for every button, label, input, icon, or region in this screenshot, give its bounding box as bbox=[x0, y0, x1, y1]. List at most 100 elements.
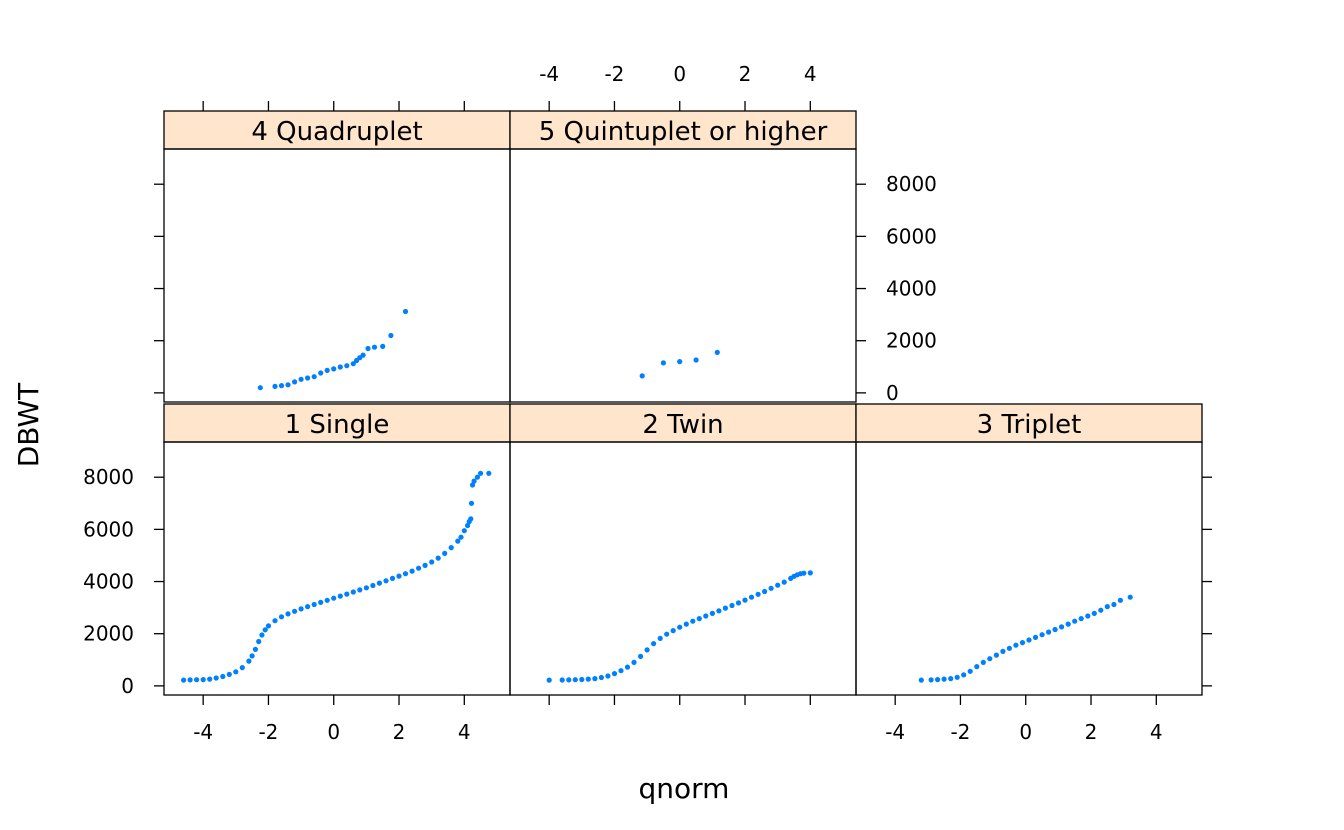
point-3-triplet-10 bbox=[987, 656, 993, 662]
point-2-twin-9 bbox=[611, 671, 618, 677]
y-tick-label: 2000 bbox=[83, 622, 134, 646]
point-2-twin-7 bbox=[598, 674, 605, 681]
point-3-triplet-13 bbox=[1006, 645, 1013, 651]
x-tick-label: -4 bbox=[193, 720, 213, 744]
point-3-triplet-24 bbox=[1078, 616, 1084, 622]
point-2-twin-28 bbox=[735, 600, 742, 606]
y-tick-label: 0 bbox=[121, 674, 134, 698]
point-3-triplet-19 bbox=[1046, 629, 1052, 635]
x-tick-label: 2 bbox=[393, 720, 406, 744]
point-1-single-25 bbox=[324, 597, 330, 603]
panels-layer: 1 Single 2 Twin 3 Triplet 4 Quadruplet 5 Qui… bbox=[163, 110, 1203, 696]
x-tick-label: 4 bbox=[804, 62, 817, 86]
point-2-twin-31 bbox=[755, 591, 761, 597]
point-3-triplet-18 bbox=[1039, 632, 1045, 638]
point-1-single-36 bbox=[396, 573, 402, 579]
point-1-single-23 bbox=[311, 601, 317, 608]
point-4-quadruplet-13 bbox=[350, 361, 356, 367]
point-2-twin-35 bbox=[781, 579, 787, 585]
point-1-single-24 bbox=[318, 599, 324, 606]
x-tick-label: -2 bbox=[950, 720, 970, 744]
point-3-triplet-29 bbox=[1111, 601, 1117, 608]
point-1-single-18 bbox=[278, 614, 285, 620]
strip-1-single bbox=[163, 403, 511, 443]
strip-label-4-quadruplet: 4 Quadruplet bbox=[251, 117, 422, 147]
point-1-single-48 bbox=[465, 522, 471, 529]
point-2-twin-14 bbox=[644, 647, 650, 653]
y-tick-label: 6000 bbox=[83, 517, 134, 541]
point-1-single-53 bbox=[471, 478, 477, 484]
point-1-single-9 bbox=[239, 665, 245, 671]
point-3-triplet-0 bbox=[918, 677, 924, 683]
point-1-single-13 bbox=[256, 638, 262, 645]
point-1-single-50 bbox=[468, 516, 474, 522]
axes-layer: -4 -2 0 2 4 -4 -2 0 2 4 -4 -2 0 2 4 0 2000 4000 6000 8000 0 2… bbox=[83, 62, 1212, 744]
point-1-single-54 bbox=[474, 474, 480, 480]
point-3-triplet-2 bbox=[935, 677, 941, 683]
point-2-twin-12 bbox=[631, 659, 637, 666]
plot-area-2-twin bbox=[509, 441, 857, 696]
point-5-quintuplet-or-higher-4 bbox=[714, 349, 720, 355]
point-1-single-19 bbox=[285, 611, 291, 617]
panel-2-twin: 2 Twin bbox=[509, 403, 857, 696]
x-tick-label: 4 bbox=[458, 720, 471, 744]
point-1-single-38 bbox=[409, 568, 415, 574]
point-1-single-56 bbox=[486, 470, 492, 476]
x-tick-label: 0 bbox=[1019, 720, 1032, 744]
point-2-twin-25 bbox=[716, 608, 722, 614]
point-2-twin-5 bbox=[585, 676, 591, 682]
y-axis-title: DBWT bbox=[12, 382, 45, 467]
point-3-triplet-20 bbox=[1052, 626, 1058, 633]
plot-area-4-quadruplet bbox=[163, 148, 511, 403]
point-2-twin-24 bbox=[709, 610, 716, 617]
point-4-quadruplet-19 bbox=[380, 343, 386, 349]
point-3-triplet-25 bbox=[1085, 613, 1091, 619]
point-5-quintuplet-or-higher-1 bbox=[660, 360, 667, 366]
point-4-quadruplet-9 bbox=[324, 367, 330, 373]
point-1-single-31 bbox=[363, 585, 369, 591]
point-2-twin-40 bbox=[801, 570, 807, 576]
point-1-single-44 bbox=[448, 545, 454, 551]
points-1-single bbox=[181, 470, 492, 683]
point-1-single-46 bbox=[458, 534, 464, 540]
point-3-triplet-27 bbox=[1098, 607, 1104, 613]
point-1-single-33 bbox=[376, 580, 382, 586]
point-1-single-8 bbox=[233, 669, 239, 675]
point-1-single-5 bbox=[213, 675, 219, 681]
point-1-single-15 bbox=[262, 627, 268, 633]
point-1-single-2 bbox=[194, 677, 200, 683]
point-4-quadruplet-3 bbox=[285, 382, 291, 388]
point-1-single-42 bbox=[435, 555, 441, 561]
point-3-triplet-4 bbox=[948, 676, 954, 682]
point-2-twin-23 bbox=[703, 613, 709, 619]
x-tick-label: -4 bbox=[885, 720, 905, 744]
point-3-triplet-30 bbox=[1117, 597, 1123, 603]
point-3-triplet-12 bbox=[1000, 648, 1006, 655]
point-5-quintuplet-or-higher-0 bbox=[639, 373, 645, 379]
point-3-triplet-7 bbox=[967, 668, 973, 674]
x-tick-label: 2 bbox=[739, 62, 752, 86]
y-tick-label: 6000 bbox=[886, 224, 937, 248]
point-2-twin-10 bbox=[618, 668, 624, 674]
point-4-quadruplet-16 bbox=[360, 352, 366, 358]
point-3-triplet-17 bbox=[1032, 634, 1039, 641]
point-2-twin-41 bbox=[807, 570, 813, 576]
point-1-single-10 bbox=[246, 658, 252, 664]
point-3-triplet-26 bbox=[1091, 610, 1097, 617]
point-2-twin-30 bbox=[748, 594, 755, 600]
points-2-twin bbox=[546, 570, 813, 683]
point-1-single-37 bbox=[402, 571, 409, 577]
x-tick-label: 0 bbox=[673, 62, 686, 86]
point-2-twin-3 bbox=[572, 677, 578, 683]
point-3-triplet-22 bbox=[1065, 621, 1071, 627]
point-3-triplet-21 bbox=[1059, 624, 1065, 630]
panel-3-triplet: 3 Triplet bbox=[855, 403, 1203, 696]
x-tick-label: -2 bbox=[258, 720, 278, 744]
point-2-twin-29 bbox=[742, 597, 748, 603]
point-4-quadruplet-8 bbox=[318, 370, 324, 376]
point-2-twin-33 bbox=[768, 585, 774, 591]
x-tick-label: 2 bbox=[1085, 720, 1098, 744]
point-3-triplet-23 bbox=[1072, 618, 1078, 624]
point-1-single-29 bbox=[350, 589, 356, 595]
